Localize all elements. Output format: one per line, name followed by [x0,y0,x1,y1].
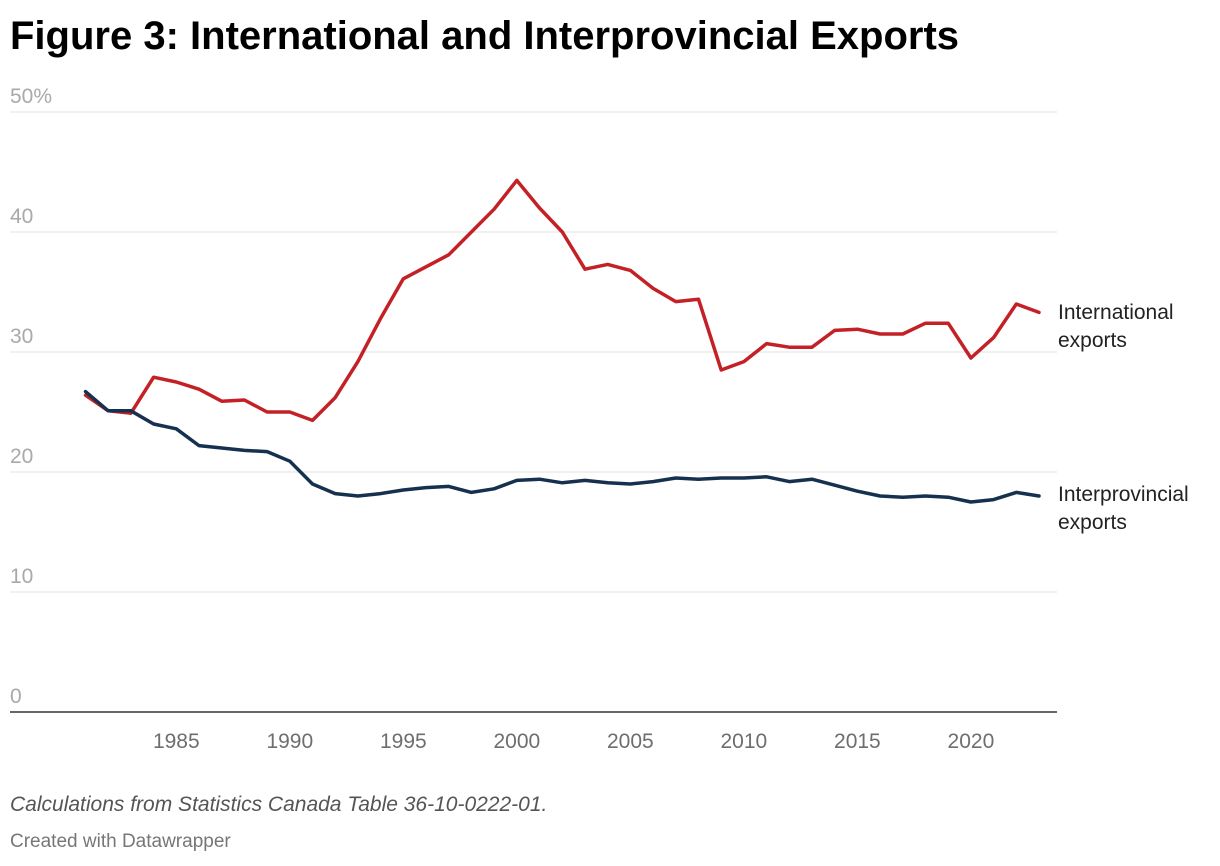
y-axis-ticks: 0 10 20 30 40 50% [10,85,52,708]
interprovincial-exports-label: Interprovincial exports [1058,483,1189,534]
interprovincial-exports-label-line-0: Interprovincial [1058,483,1189,506]
x-tick-label-2020: 2020 [948,730,995,753]
x-tick-label-2000: 2000 [493,730,540,753]
y-tick-label-40: 40 [10,205,33,228]
credit-link[interactable]: Created with Datawrapper [10,831,231,852]
chart-title: Figure 3: International and Interprovinc… [10,14,960,58]
x-tick-label-2015: 2015 [834,730,881,753]
x-tick-label-1990: 1990 [266,730,313,753]
interprovincial-exports-label-line-1: exports [1058,511,1127,534]
y-tick-label-20: 20 [10,445,33,468]
y-tick-label-30: 30 [10,325,33,348]
international-exports-line [83,178,1041,423]
international-exports-label-line-1: exports [1058,329,1127,352]
international-exports-label: International exports [1058,301,1174,352]
interprovincial-exports-line [83,389,1041,504]
line-chart: 0 10 20 30 40 50% 1985 1990 1995 2000 2005 2010 201… [10,85,1189,753]
series-labels: International exports Interprovincial expor… [1058,301,1189,534]
y-tick-label-10: 10 [10,565,33,588]
x-tick-label-2005: 2005 [607,730,654,753]
x-tick-label-1995: 1995 [380,730,427,753]
x-axis-ticks: 1985 1990 1995 2000 2005 2010 2015 2020 [153,730,994,753]
international-exports-label-line-0: International [1058,301,1174,324]
y-tick-label-50: 50% [10,85,52,108]
x-tick-label-2010: 2010 [721,730,768,753]
gridlines [10,111,1057,713]
series-lines [83,178,1041,504]
y-tick-label-0: 0 [10,685,22,708]
x-tick-label-1985: 1985 [153,730,200,753]
source-note: Calculations from Statistics Canada Tabl… [10,793,548,816]
